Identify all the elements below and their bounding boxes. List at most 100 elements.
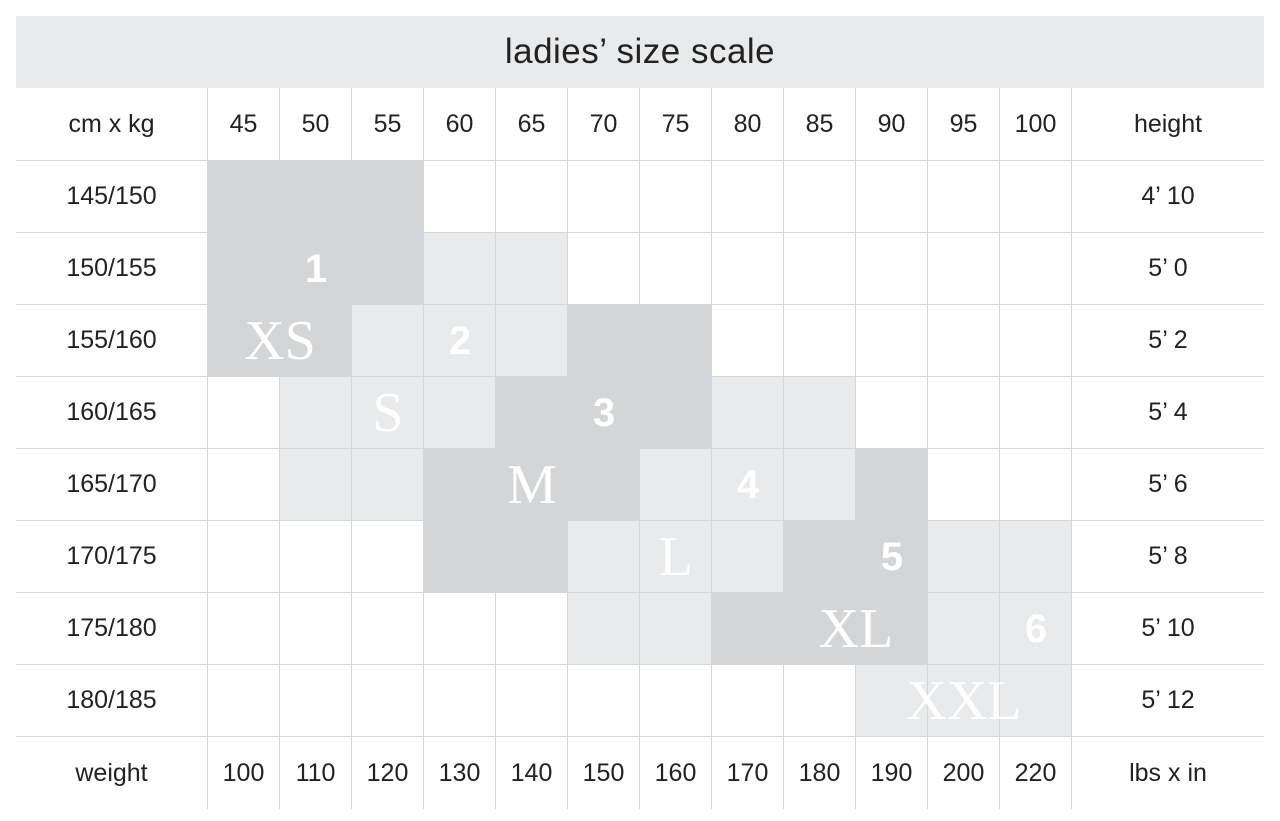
- size-cell: [784, 665, 856, 737]
- corner-label-cm-x-kg: cm x kg: [16, 88, 208, 161]
- cm-row-label: 170/175: [16, 521, 208, 593]
- size-cell: [424, 593, 496, 665]
- size-cell: [640, 377, 712, 449]
- size-cell: [280, 593, 352, 665]
- height-value-cell: 5’ 6: [1072, 449, 1264, 521]
- size-cell: [712, 161, 784, 233]
- size-cell: [352, 593, 424, 665]
- kg-header-cell: 60: [424, 88, 496, 161]
- size-cell: [856, 521, 928, 593]
- size-cell: [928, 377, 1000, 449]
- lbs-footer-cell: 170: [712, 737, 784, 809]
- height-header-cell: height: [1072, 88, 1264, 161]
- size-cell: [784, 233, 856, 305]
- size-cell: [712, 449, 784, 521]
- size-cell: [568, 233, 640, 305]
- size-cell: [280, 449, 352, 521]
- size-cell: [784, 521, 856, 593]
- size-cell: [856, 377, 928, 449]
- lbs-footer-cell: 110: [280, 737, 352, 809]
- size-cell: [424, 665, 496, 737]
- size-cell: [784, 161, 856, 233]
- size-cell: [568, 665, 640, 737]
- size-cell: [208, 521, 280, 593]
- kg-header-cell: 65: [496, 88, 568, 161]
- size-cell: [640, 449, 712, 521]
- size-cell: [640, 233, 712, 305]
- data-row: 150/155 5’ 0: [16, 233, 1264, 305]
- cm-row-label: 145/150: [16, 161, 208, 233]
- size-cell: [1000, 449, 1072, 521]
- size-cell: [496, 305, 568, 377]
- size-cell: [712, 593, 784, 665]
- size-chart: ladies’ size scale cm x kg 45 50 55 60 65 70 75…: [16, 16, 1264, 809]
- size-cell: [1000, 161, 1072, 233]
- kg-header-cell: 100: [1000, 88, 1072, 161]
- size-cell: [352, 377, 424, 449]
- size-cell: [1000, 233, 1072, 305]
- size-cell: [928, 233, 1000, 305]
- size-cell: [784, 593, 856, 665]
- size-cell: [928, 593, 1000, 665]
- size-cell: [856, 305, 928, 377]
- lbs-footer-cell: 100: [208, 737, 280, 809]
- lbs-x-in-cell: lbs x in: [1072, 737, 1264, 809]
- cm-row-label: 150/155: [16, 233, 208, 305]
- size-cell: [208, 449, 280, 521]
- size-cell: [352, 449, 424, 521]
- cm-row-label: 180/185: [16, 665, 208, 737]
- size-grid: cm x kg 45 50 55 60 65 70 75 80 85 90 95 100 height 14…: [16, 88, 1264, 809]
- data-row: 170/175 5’ 8: [16, 521, 1264, 593]
- size-cell: [208, 161, 280, 233]
- size-cell: [280, 161, 352, 233]
- size-cell: [352, 233, 424, 305]
- size-cell: [424, 521, 496, 593]
- size-cell: [712, 305, 784, 377]
- size-cell: [928, 521, 1000, 593]
- size-cell: [1000, 593, 1072, 665]
- chart-title-banner: ladies’ size scale: [16, 16, 1264, 88]
- size-cell: [568, 161, 640, 233]
- size-cell: [424, 161, 496, 233]
- size-cell: [640, 161, 712, 233]
- cm-row-label: 165/170: [16, 449, 208, 521]
- data-row: 165/170 5’ 6: [16, 449, 1264, 521]
- height-value-cell: 5’ 10: [1072, 593, 1264, 665]
- height-value-cell: 4’ 10: [1072, 161, 1264, 233]
- size-cell: [784, 377, 856, 449]
- size-cell: [928, 305, 1000, 377]
- lbs-footer-cell: 150: [568, 737, 640, 809]
- data-row: 175/180 5’ 10: [16, 593, 1264, 665]
- cm-row-label: 175/180: [16, 593, 208, 665]
- data-row: 160/165 5’ 4: [16, 377, 1264, 449]
- size-cell: [352, 521, 424, 593]
- size-cell: [280, 665, 352, 737]
- size-cell: [640, 305, 712, 377]
- kg-header-cell: 45: [208, 88, 280, 161]
- size-cell: [424, 377, 496, 449]
- kg-header-cell: 90: [856, 88, 928, 161]
- size-cell: [208, 377, 280, 449]
- size-cell: [640, 521, 712, 593]
- size-cell: [496, 593, 568, 665]
- size-cell: [208, 233, 280, 305]
- size-cell: [712, 233, 784, 305]
- size-cell: [280, 305, 352, 377]
- size-cell: [856, 665, 928, 737]
- size-cell: [568, 305, 640, 377]
- size-cell: [640, 593, 712, 665]
- size-cell: [712, 377, 784, 449]
- size-cell: [784, 449, 856, 521]
- lbs-footer-cell: 130: [424, 737, 496, 809]
- height-value-cell: 5’ 0: [1072, 233, 1264, 305]
- height-value-cell: 5’ 8: [1072, 521, 1264, 593]
- size-cell: [640, 665, 712, 737]
- kg-header-cell: 70: [568, 88, 640, 161]
- corner-label-weight: weight: [16, 737, 208, 809]
- size-cell: [208, 593, 280, 665]
- data-row: 155/160 5’ 2: [16, 305, 1264, 377]
- size-cell: [928, 665, 1000, 737]
- size-cell: [1000, 521, 1072, 593]
- size-cell: [568, 593, 640, 665]
- size-cell: [496, 449, 568, 521]
